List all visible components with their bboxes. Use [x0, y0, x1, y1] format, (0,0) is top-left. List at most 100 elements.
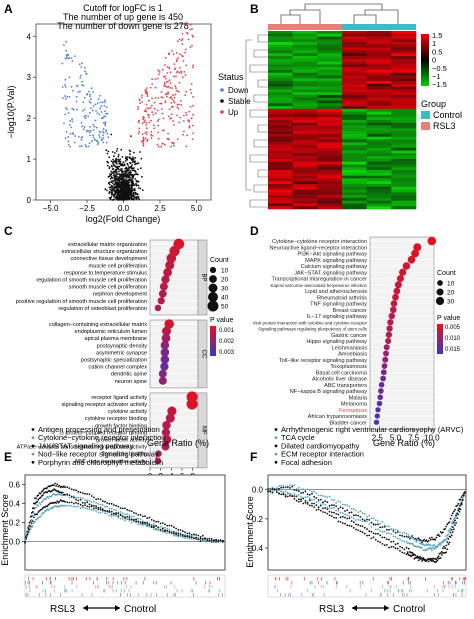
volcano-point-down	[104, 121, 107, 123]
heatmap-cell	[292, 170, 318, 174]
gsea-point	[326, 501, 329, 504]
volcano-point-up	[144, 89, 147, 91]
volcano-point-up	[145, 103, 148, 106]
gsea-point	[144, 521, 146, 524]
heatmap-cell	[391, 125, 417, 129]
kegg-x-tick-label: 10.0	[424, 434, 440, 443]
go-point	[186, 398, 198, 410]
gsea-point	[439, 544, 442, 546]
volcano-point-up	[138, 119, 140, 122]
volcano-point-stable	[115, 159, 117, 162]
volcano-point-down	[106, 132, 109, 135]
volcano-point-up	[164, 64, 166, 66]
gsea-point	[115, 514, 117, 517]
dendrogram-branch	[249, 64, 268, 73]
gsea-point	[355, 519, 357, 521]
heatmap-cell	[342, 53, 367, 57]
gsea-point	[73, 502, 75, 505]
gsea-point	[148, 516, 151, 519]
kegg-term-label: Amoebiasis	[338, 352, 367, 358]
gsea-point	[31, 511, 34, 513]
gsea-point	[289, 484, 291, 487]
volcano-point-up	[141, 133, 144, 136]
gsea-point	[157, 526, 160, 529]
gsea-point	[70, 495, 73, 498]
gsea-point	[429, 538, 432, 541]
heatmap-cell	[268, 122, 293, 126]
gsea-point	[406, 551, 409, 554]
gsea-point	[177, 532, 180, 535]
gsea-point	[86, 493, 89, 495]
kegg-point	[390, 306, 397, 314]
volcano-point-up	[183, 114, 185, 117]
gsea-point	[462, 494, 465, 497]
gsea-point	[75, 505, 77, 508]
heatmap-cell	[268, 125, 293, 129]
kegg-point	[381, 363, 388, 369]
heatmap-cell	[268, 108, 293, 112]
gsea-point	[95, 510, 97, 512]
gsea-point	[197, 538, 200, 540]
gsea-point	[46, 495, 49, 498]
gsea-point	[350, 511, 353, 514]
gsea-point	[139, 514, 142, 516]
volcano-point-stable	[120, 168, 123, 170]
heatmap-cell	[317, 136, 343, 140]
heatmap-cell	[292, 42, 318, 46]
heatmap-cell	[268, 172, 293, 176]
heatmap-cell	[366, 81, 392, 85]
gsea-point	[113, 512, 115, 515]
heatmap-cell	[268, 92, 293, 96]
gsea-point	[77, 505, 80, 508]
volcano-point-down	[61, 86, 64, 88]
volcano-point-stable	[112, 189, 115, 192]
volcano-point-up	[160, 102, 163, 105]
kegg-point	[376, 400, 383, 407]
heatmap-cell	[268, 153, 293, 157]
gsea-point	[330, 504, 333, 506]
gsea-legend-entry: Arrhythmogenic right ventricular cardiom…	[281, 425, 464, 434]
heatmap-cell	[268, 145, 293, 149]
volcano-point-down	[105, 106, 108, 108]
gsea-point	[409, 554, 411, 557]
heatmap-cell	[366, 136, 392, 140]
gsea-point	[422, 557, 424, 559]
heatmap-cell	[391, 178, 417, 182]
gsea-point	[173, 534, 175, 537]
volcano-point-stable	[110, 176, 113, 179]
gsea-point	[284, 494, 287, 496]
volcano-point-down	[101, 138, 103, 141]
volcano-point-stable	[115, 161, 117, 164]
kegg-point	[386, 325, 393, 332]
volcano-point-down	[79, 74, 82, 77]
dendrogram-branch	[253, 94, 268, 103]
volcano-point-stable	[129, 166, 131, 169]
go-term-label: neuron spine	[115, 379, 147, 385]
gsea-point	[333, 506, 335, 509]
gsea-point	[267, 490, 269, 493]
gsea-point	[428, 537, 431, 539]
colorbar-tick-label: 0.5	[432, 47, 442, 56]
gsea-point	[366, 528, 368, 530]
volcano-point-stable	[112, 170, 115, 173]
volcano-point-stable	[119, 197, 122, 200]
gsea-point	[449, 527, 452, 530]
gsea-point	[197, 534, 200, 537]
go-term-label: extracellular structure organization	[61, 249, 147, 255]
gsea-point	[304, 496, 307, 498]
gsea-point	[50, 495, 53, 497]
gsea-point	[436, 556, 439, 559]
volcano-point-down	[102, 128, 105, 130]
heatmap-cell	[317, 31, 343, 35]
gsea-point	[168, 532, 171, 535]
volcano-point-up	[165, 92, 168, 95]
volcano-point-down	[88, 131, 91, 134]
volcano-point-up	[160, 91, 163, 93]
volcano-point-down	[104, 101, 106, 104]
go-point	[158, 376, 167, 385]
gsea-point	[175, 527, 178, 530]
gsea-legend-entry: Focal adhesion	[281, 458, 332, 467]
heatmap-cell	[366, 200, 392, 204]
heatmap-cell	[317, 89, 343, 93]
kegg-term-label: Toll−like receptor signaling pathway	[279, 358, 367, 364]
